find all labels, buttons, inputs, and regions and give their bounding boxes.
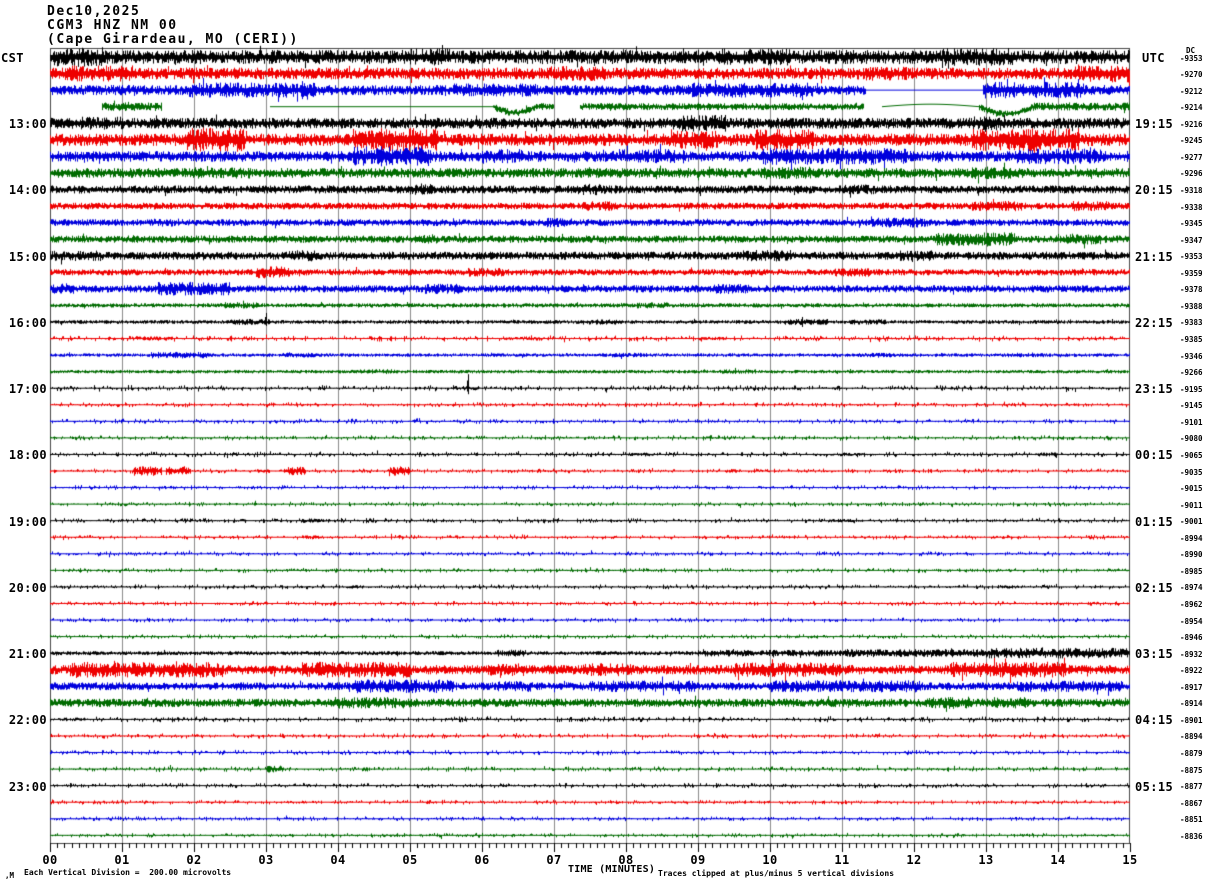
- dc-offset-value: -8917: [1180, 682, 1203, 692]
- dc-offset-value: -9214: [1180, 103, 1203, 113]
- x-tick-label: 07: [546, 853, 562, 867]
- x-tick-label: 00: [42, 853, 58, 867]
- utc-hour-label: 20:15: [1135, 183, 1174, 198]
- dc-offset-value: -8894: [1180, 732, 1203, 742]
- dc-offset-value: -9245: [1180, 136, 1203, 146]
- dc-offset-value: -9345: [1180, 219, 1203, 229]
- dc-offset-value: -9101: [1180, 417, 1203, 427]
- cst-hour-label: 19:00: [8, 514, 47, 529]
- dc-offset-value: -8974: [1180, 583, 1203, 593]
- dc-offset-value: -8851: [1180, 815, 1203, 825]
- dc-offset-value: -8946: [1180, 633, 1203, 643]
- dc-offset-value: -9353: [1180, 53, 1203, 63]
- dc-offset-value: -8875: [1180, 765, 1203, 775]
- utc-hour-label: 04:15: [1135, 713, 1174, 728]
- header-date: Dec10,2025: [47, 4, 141, 19]
- x-tick-label: 11: [834, 853, 850, 867]
- dc-offset-value: -9011: [1180, 500, 1203, 510]
- cst-hour-label: 18:00: [8, 448, 47, 463]
- cst-hour-label: 14:00: [8, 183, 47, 198]
- right-timezone-label: UTC: [1142, 51, 1165, 65]
- watermark: ,M: [5, 871, 15, 880]
- x-tick-label: 08: [618, 853, 634, 867]
- x-tick-label: 13: [978, 853, 994, 867]
- cst-hour-label: 17:00: [8, 382, 47, 397]
- utc-hour-label: 23:15: [1135, 382, 1174, 397]
- dc-offset-value: -9359: [1180, 268, 1203, 278]
- dc-offset-value: -9353: [1180, 252, 1203, 262]
- x-tick-label: 10: [762, 853, 778, 867]
- utc-hour-label: 22:15: [1135, 315, 1174, 330]
- dc-offset-value: -9001: [1180, 517, 1203, 527]
- cst-hour-label: 16:00: [8, 315, 47, 330]
- dc-offset-value: -9385: [1180, 335, 1203, 345]
- cst-hour-label: 20:00: [8, 580, 47, 595]
- dc-offset-value: -9383: [1180, 318, 1203, 328]
- dc-offset-value: -8901: [1180, 715, 1203, 725]
- utc-hour-label: 02:15: [1135, 580, 1174, 595]
- left-timezone-label: CST: [1, 51, 24, 65]
- x-tick-label: 04: [330, 853, 346, 867]
- x-tick-label: 12: [906, 853, 922, 867]
- utc-hour-label: 00:15: [1135, 448, 1174, 463]
- scale-note: Each Vertical Division = 200.00 microvol…: [24, 868, 232, 877]
- dc-offset-value: -8985: [1180, 566, 1203, 576]
- clip-note: Traces clipped at plus/minus 5 vertical …: [658, 869, 895, 878]
- x-tick-label: 09: [690, 853, 706, 867]
- dc-offset-value: -8836: [1180, 831, 1203, 841]
- utc-hour-label: 01:15: [1135, 514, 1174, 529]
- dc-offset-value: -9318: [1180, 185, 1203, 195]
- x-tick-label: 02: [186, 853, 202, 867]
- dc-offset-value: -9216: [1180, 119, 1203, 129]
- dc-offset-value: -9065: [1180, 450, 1203, 460]
- dc-column-header: DC: [1186, 46, 1196, 55]
- dc-offset-value: -9338: [1180, 202, 1203, 212]
- dc-offset-value: -8867: [1180, 798, 1203, 808]
- x-tick-label: 05: [402, 853, 418, 867]
- dc-offset-value: -8994: [1180, 533, 1203, 543]
- x-tick-label: 15: [1122, 853, 1138, 867]
- cst-hour-label: 15:00: [8, 249, 47, 264]
- dc-offset-value: -8932: [1180, 649, 1203, 659]
- dc-offset-value: -8879: [1180, 749, 1203, 759]
- dc-offset-value: -8954: [1180, 616, 1203, 626]
- dc-offset-value: -9347: [1180, 235, 1203, 245]
- dc-offset-value: -8922: [1180, 666, 1203, 676]
- dc-offset-value: -9080: [1180, 434, 1203, 444]
- x-tick-label: 06: [474, 853, 490, 867]
- x-axis-title: TIME (MINUTES): [568, 864, 656, 875]
- dc-offset-value: -9145: [1180, 401, 1203, 411]
- utc-hour-label: 05:15: [1135, 779, 1174, 794]
- x-tick-label: 01: [114, 853, 130, 867]
- dc-offset-value: -9266: [1180, 368, 1203, 378]
- header-station: CGM3 HNZ NM 00: [47, 18, 178, 33]
- dc-offset-value: -8962: [1180, 599, 1203, 609]
- dc-offset-value: -9346: [1180, 351, 1203, 361]
- dc-offset-value: -9195: [1180, 384, 1203, 394]
- dc-offset-value: -8877: [1180, 782, 1203, 792]
- header-location: (Cape Girardeau, MO (CERI)): [47, 32, 299, 47]
- dc-offset-value: -9035: [1180, 467, 1203, 477]
- cst-hour-label: 21:00: [8, 647, 47, 662]
- dc-offset-value: -9212: [1180, 86, 1203, 96]
- dc-offset-value: -8914: [1180, 699, 1203, 709]
- utc-hour-label: 19:15: [1135, 117, 1174, 132]
- x-tick-label: 14: [1050, 853, 1066, 867]
- dc-offset-value: -9296: [1180, 169, 1203, 179]
- cst-hour-label: 13:00: [8, 117, 47, 132]
- utc-hour-label: 03:15: [1135, 647, 1174, 662]
- utc-hour-label: 21:15: [1135, 249, 1174, 264]
- dc-offset-value: -9388: [1180, 301, 1203, 311]
- x-tick-label: 03: [258, 853, 274, 867]
- dc-offset-value: -9015: [1180, 484, 1203, 494]
- dc-offset-value: -9270: [1180, 70, 1203, 80]
- cst-hour-label: 22:00: [8, 713, 47, 728]
- dc-offset-value: -9378: [1180, 285, 1203, 295]
- dc-offset-value: -9277: [1180, 152, 1203, 162]
- cst-hour-label: 23:00: [8, 779, 47, 794]
- dc-offset-value: -8990: [1180, 550, 1203, 560]
